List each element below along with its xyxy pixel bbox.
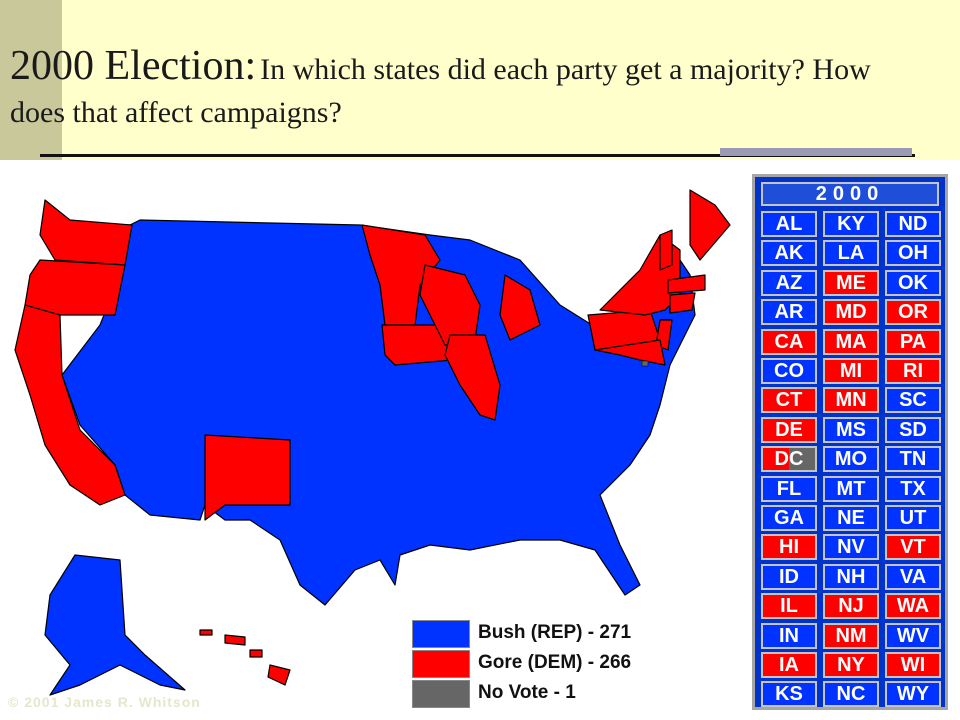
state-cell-or: OR [885, 299, 941, 326]
state-results-panel: 2000 AL KY ND AK LA OH AZ ME OK AR MD OR CA MA PA CO MI R… [752, 174, 948, 710]
state-cell-ca: CA [761, 328, 817, 355]
state-cell-ct: CT [761, 387, 817, 414]
state-cell-ne: NE [823, 505, 879, 531]
state-cell-mt: MT [823, 475, 879, 502]
state-cell-ny: NY [823, 652, 879, 678]
state-cell-ms: MS [823, 416, 879, 443]
state-cell-mn: MN [823, 387, 879, 414]
state-vermont [659, 229, 673, 271]
state-connecticut [669, 292, 696, 314]
state-cell-la: LA [823, 240, 879, 267]
state-cell-wi: WI [885, 652, 941, 678]
state-cell-tx: TX [885, 475, 941, 502]
state-cell-wy: WY [885, 681, 941, 708]
state-cell-nh: NH [823, 563, 879, 590]
state-cell-vt: VT [885, 534, 941, 561]
state-cell-va: VA [885, 563, 941, 590]
state-cell-me: ME [823, 269, 879, 296]
state-cell-in: IN [761, 622, 817, 649]
state-cell-wv: WV [885, 622, 941, 649]
state-cell-sd: SD [885, 416, 941, 443]
state-cell-nv: NV [823, 534, 879, 561]
title-underline-accent [720, 148, 912, 156]
title-underline [40, 154, 915, 157]
state-cell-ut: UT [885, 505, 941, 531]
legend-label-gore: Gore (DEM) - 266 [478, 652, 632, 673]
us-election-map [0, 165, 740, 720]
state-maine [689, 189, 731, 261]
panel-year: 2000 [761, 182, 939, 206]
state-cell-ok: OK [885, 269, 941, 296]
state-cell-pa: PA [885, 328, 941, 355]
state-cell-id: ID [761, 563, 817, 590]
legend-swatch-bush [412, 620, 470, 648]
state-cell-sc: SC [885, 387, 941, 414]
state-cell-wa: WA [885, 593, 941, 620]
state-cell-il: IL [761, 593, 817, 620]
state-cell-tn: TN [885, 446, 941, 473]
state-cell-az: AZ [761, 269, 817, 296]
state-cell-ar: AR [761, 299, 817, 326]
state-cell-oh: OH [885, 240, 941, 267]
state-massachusetts [667, 274, 706, 294]
state-cell-al: AL [761, 211, 817, 237]
state-cell-ks: KS [761, 681, 817, 708]
dc-no-vote-marker [641, 360, 649, 367]
banner-accent-strip [0, 0, 62, 160]
state-cell-dc: DC [761, 446, 817, 473]
state-oregon [24, 259, 126, 316]
state-cell-ri: RI [885, 358, 941, 384]
legend-label-no-vote: No Vote - 1 [478, 682, 576, 703]
legend-item-gore: Gore (DEM) - 266 [412, 650, 712, 678]
title-banner [0, 0, 960, 160]
slide-title: 2000 Election: In which states did each … [10, 40, 910, 132]
title-colon: : [244, 43, 257, 89]
state-california [14, 304, 126, 506]
state-alaska [44, 554, 186, 696]
state-illinois [444, 334, 501, 421]
copyright-watermark: © 2001 James R. Whitson [8, 694, 201, 710]
state-new-mexico [204, 434, 291, 521]
state-cell-ky: KY [823, 211, 879, 237]
state-cell-mo: MO [823, 446, 879, 473]
state-maryland [594, 339, 666, 366]
state-cell-mi: MI [823, 358, 879, 384]
state-hawaii [199, 629, 291, 686]
title-main: 2000 Election [10, 43, 245, 89]
state-cell-ak: AK [761, 240, 817, 267]
legend-label-bush: Bush (REP) - 271 [478, 622, 632, 643]
state-cell-ga: GA [761, 505, 817, 531]
state-cell-nc: NC [823, 681, 879, 708]
legend-swatch-no-vote [412, 680, 470, 708]
state-cell-ma: MA [823, 328, 879, 355]
state-cell-nj: NJ [823, 593, 879, 620]
state-cell-nm: NM [823, 622, 879, 649]
legend-swatch-gore [412, 650, 470, 678]
state-washington [39, 199, 133, 266]
state-cell-fl: FL [761, 475, 817, 502]
legend-item-bush: Bush (REP) - 271 [412, 620, 712, 648]
state-cell-de: DE [761, 416, 817, 443]
state-cell-nd: ND [885, 211, 941, 237]
state-cell-md: MD [823, 299, 879, 326]
state-cell-ia: IA [761, 652, 817, 678]
state-cell-co: CO [761, 358, 817, 384]
legend-item-no-vote: No Vote - 1 [412, 680, 712, 708]
state-cell-hi: HI [761, 534, 817, 561]
title-question: In which states did each party get a maj… [10, 53, 871, 129]
map-svg [14, 189, 731, 696]
state-michigan [499, 274, 541, 341]
